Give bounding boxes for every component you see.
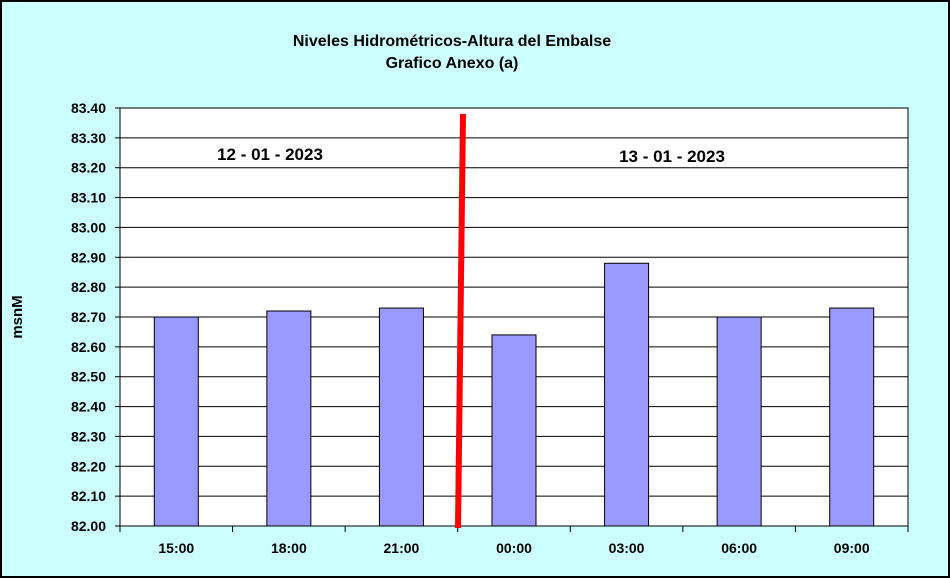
y-axis-ticks: 82.00 82.10 82.20 82.30 82.40 82.50 82.60 82.70… xyxy=(71,100,120,534)
y-tick-label: 82.30 xyxy=(71,428,106,444)
y-tick-label: 82.10 xyxy=(71,488,106,504)
bar-1500 xyxy=(153,316,199,527)
bar-0000 xyxy=(491,334,537,527)
chart-title: Niveles Hidrométricos-Altura del Embalse xyxy=(293,33,611,50)
y-axis-label: msnM xyxy=(9,295,26,338)
x-tick-label: 09:00 xyxy=(834,540,870,556)
bar-0600 xyxy=(716,316,762,527)
y-tick-label: 82.40 xyxy=(71,399,106,415)
y-tick-label: 82.70 xyxy=(71,309,106,325)
y-tick-label: 83.40 xyxy=(71,100,106,116)
x-axis-separators xyxy=(119,526,909,532)
y-tick-label: 83.10 xyxy=(71,190,106,206)
chart-subtitle: Grafico Anexo (a) xyxy=(386,55,519,72)
gridlines xyxy=(120,137,908,497)
x-axis-ticks: 15:00 18:00 21:00 00:00 03:00 06:00 09:00 xyxy=(158,540,869,556)
x-tick-label: 21:00 xyxy=(384,540,420,556)
x-tick-label: 00:00 xyxy=(496,540,532,556)
date-divider-line xyxy=(455,113,466,529)
date-annotation-right: 13 - 01 - 2023 xyxy=(619,147,725,166)
y-tick-label: 82.60 xyxy=(71,339,106,355)
bar-0300 xyxy=(604,262,650,527)
y-tick-label: 83.00 xyxy=(71,219,106,235)
y-tick-label: 82.80 xyxy=(71,279,106,295)
date-annotation-left: 12 - 01 - 2023 xyxy=(217,145,323,164)
x-tick-label: 06:00 xyxy=(721,540,757,556)
x-tick-label: 18:00 xyxy=(271,540,307,556)
x-tick-label: 03:00 xyxy=(609,540,645,556)
y-tick-label: 83.20 xyxy=(71,160,106,176)
y-tick-label: 82.20 xyxy=(71,458,106,474)
y-tick-label: 82.00 xyxy=(71,518,106,534)
y-tick-label: 82.90 xyxy=(71,249,106,265)
y-tick-label: 82.50 xyxy=(71,369,106,385)
x-tick-label: 15:00 xyxy=(158,540,194,556)
bar-2100 xyxy=(378,307,424,527)
bars xyxy=(153,262,875,527)
y-tick-label: 83.30 xyxy=(71,130,106,146)
bar-0900 xyxy=(829,307,875,527)
bar-1800 xyxy=(266,310,312,527)
